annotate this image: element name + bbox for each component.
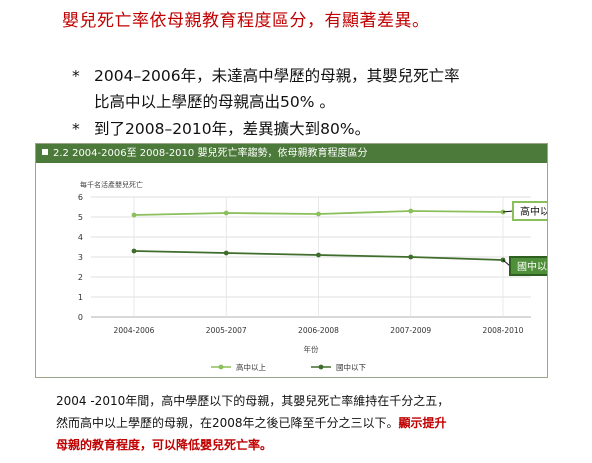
x-tick-label: 2007-2009 — [390, 326, 431, 335]
x-tick-label: 2004-2006 — [114, 326, 155, 335]
callout-upper-label: 高中以上 — [520, 205, 547, 218]
y-tick-label: 1 — [78, 293, 83, 302]
data-point — [316, 211, 321, 217]
footer-line-1: 2004 -2010年間，高中學歷以下的母親，其嬰兒死亡率維持在千分之五， — [56, 394, 450, 408]
legend-entry: 國中以下 — [336, 362, 366, 372]
x-tick-label: 2006-2008 — [298, 326, 339, 335]
data-point — [131, 212, 137, 218]
data-point — [408, 208, 414, 214]
chart-panel: 2.2 2004-2006至 2008-2010 嬰兒死亡率趨勢，依母親教育程度… — [35, 143, 548, 378]
callout-lower-box — [509, 256, 547, 276]
y-tick-label: 6 — [78, 193, 83, 202]
legend-entry: 高中以上 — [236, 362, 266, 372]
data-point — [223, 210, 229, 216]
y-tick-label: 4 — [78, 233, 83, 242]
bullet-2-text: 到了2008–2010年，差異擴大到80%。 — [94, 120, 371, 138]
y-tick-label: 0 — [78, 313, 83, 322]
data-point — [223, 250, 229, 256]
callout-lower-label: 國中以下 — [517, 260, 547, 273]
data-point — [131, 248, 137, 254]
callout-upper-box — [512, 201, 547, 221]
footer-line-2: 然而高中以上學歷的母親，在2008年之後已降至千分之三以下。顯示提升 — [56, 414, 447, 431]
page-title: 嬰兒死亡率依母親教育程度區分，有顯著差異。 — [62, 11, 430, 31]
chart-panel-title: 2.2 2004-2006至 2008-2010 嬰兒死亡率趨勢，依母親教育程度… — [53, 148, 368, 159]
line-chart: 每千名活產嬰兒死亡 0 1 2 3 4 5 6 2004-2006 2005-2007 2006-2… — [78, 180, 547, 372]
footer-highlight-1: 顯示提升 — [398, 416, 447, 430]
footer-highlight-2: 母親的教育程度，可以降低嬰兒死亡率。 — [56, 438, 273, 452]
bullet-star: * — [72, 67, 80, 85]
callout-leader — [502, 210, 514, 213]
y-tick-label: 3 — [78, 253, 83, 262]
footer-line-2-text: 然而高中以上學歷的母親，在2008年之後已降至千分之三以下。 — [56, 416, 399, 430]
chart-panel-header: 2.2 2004-2006至 2008-2010 嬰兒死亡率趨勢，依母親教育程度… — [36, 144, 547, 163]
callout-leader — [502, 259, 511, 267]
y-axis-label: 每千名活產嬰兒死亡 — [80, 180, 143, 189]
y-tick-label: 5 — [78, 213, 83, 222]
x-tick-label: 2008-2010 — [483, 326, 524, 335]
x-axis-label: 年份 — [304, 344, 319, 354]
bullet-1-line-2: 比高中以上學歷的母親高出50% 。 — [94, 93, 335, 111]
bullet-1-line-1: 2004–2006年，未達高中學歷的母親，其嬰兒死亡率 — [94, 67, 460, 85]
bullet-2: * 到了2008–2010年，差異擴大到80%。 — [72, 117, 370, 139]
legend-swatch-marker — [218, 364, 224, 370]
legend-swatch-marker — [318, 364, 324, 370]
square-icon — [42, 149, 48, 155]
data-point — [408, 254, 414, 260]
y-tick-label: 2 — [78, 273, 83, 282]
bullet-star: * — [72, 120, 80, 138]
bullet-1: * 2004–2006年，未達高中學歷的母親，其嬰兒死亡率 — [72, 64, 460, 86]
x-tick-label: 2005-2007 — [206, 326, 247, 335]
data-point — [316, 252, 321, 258]
